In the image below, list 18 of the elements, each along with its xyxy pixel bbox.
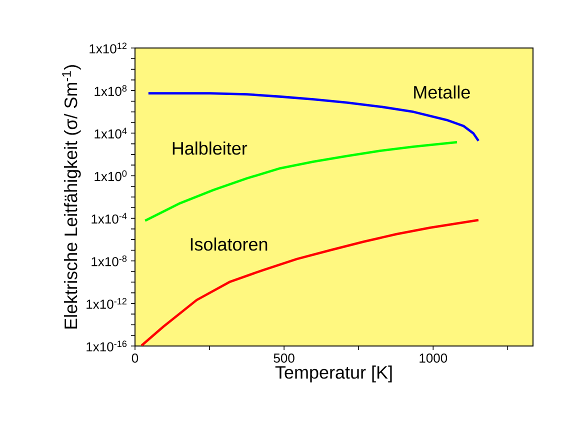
line-series xyxy=(144,141,458,222)
series-label: Halbleiter xyxy=(172,142,248,155)
series-label: Metalle xyxy=(414,85,470,99)
y-tick-label: 1x10$^{-12}$ xyxy=(86,298,127,309)
x-tick-label: 500 xyxy=(274,354,294,363)
series-label: Isolatoren xyxy=(190,238,268,251)
line-series xyxy=(140,218,480,346)
y-tick-label: 1x10$^{4}$ xyxy=(94,128,127,139)
y-tick-label: 1x10$^{0}$ xyxy=(94,170,127,182)
y-tick-label: 1x10$^{-16}$ xyxy=(86,340,127,352)
x-axis-title: Temperatur [K] xyxy=(275,366,392,382)
y-tick-label: 1x10$^{-8}$ xyxy=(92,255,127,266)
y-tick-label: 1x10$^{12}$ xyxy=(90,42,127,54)
y-tick-label: 1x10$^{8}$ xyxy=(94,85,127,96)
x-tick-label: 0 xyxy=(132,354,138,363)
x-tick-label: 1000 xyxy=(420,354,448,363)
y-axis-title: Elektrische Leitfähigkeit (σ/ Sm$^{-1}$) xyxy=(62,65,81,328)
y-tick-label: 1x10$^{-4}$ xyxy=(92,212,127,224)
